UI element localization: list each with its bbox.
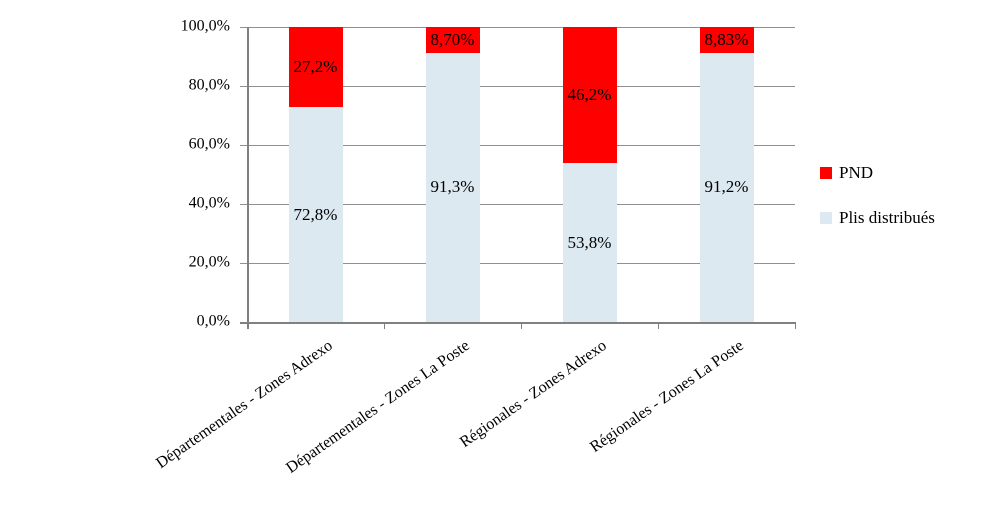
x-axis-tick	[795, 322, 796, 329]
y-gridline	[240, 204, 795, 205]
y-gridline	[240, 145, 795, 146]
y-axis-tick-label: 0,0%	[196, 312, 230, 330]
x-axis-tick	[384, 322, 385, 329]
bar-segment-plis-distribu-s	[699, 52, 754, 322]
bar-segment-pnd	[699, 26, 754, 53]
legend: PND Plis distribués	[820, 163, 935, 253]
y-gridline	[240, 27, 795, 28]
legend-label: Plis distribués	[839, 208, 935, 227]
y-axis-tick-label: 40,0%	[188, 194, 230, 212]
y-gridline	[240, 322, 795, 324]
y-axis-tick-label: 80,0%	[188, 76, 230, 94]
bar-segment-pnd	[425, 27, 480, 53]
bar-segment-plis-distribu-s	[425, 52, 480, 322]
bar-segment-pnd	[562, 27, 617, 164]
x-axis-tick	[658, 322, 659, 329]
bar-segment-pnd	[288, 27, 343, 108]
y-gridline	[240, 86, 795, 87]
bar-segment-plis-distribu-s	[288, 107, 343, 322]
legend-label: PND	[839, 163, 874, 182]
y-gridline	[240, 263, 795, 264]
y-axis-tick-label: 60,0%	[188, 135, 230, 153]
legend-item: PND	[820, 163, 935, 183]
y-axis-tick-label: 100,0%	[180, 17, 230, 35]
y-axis-line	[247, 27, 249, 329]
legend-swatch-icon	[820, 167, 832, 179]
x-axis-tick	[247, 322, 248, 329]
bar-segment-plis-distribu-s	[562, 163, 617, 322]
x-axis-category-label: Départementales - Zones Adrexo	[152, 337, 336, 472]
legend-swatch-icon	[820, 212, 832, 224]
y-axis-tick-label: 20,0%	[188, 253, 230, 271]
legend-item: Plis distribués	[820, 208, 935, 228]
x-axis-tick	[521, 322, 522, 329]
